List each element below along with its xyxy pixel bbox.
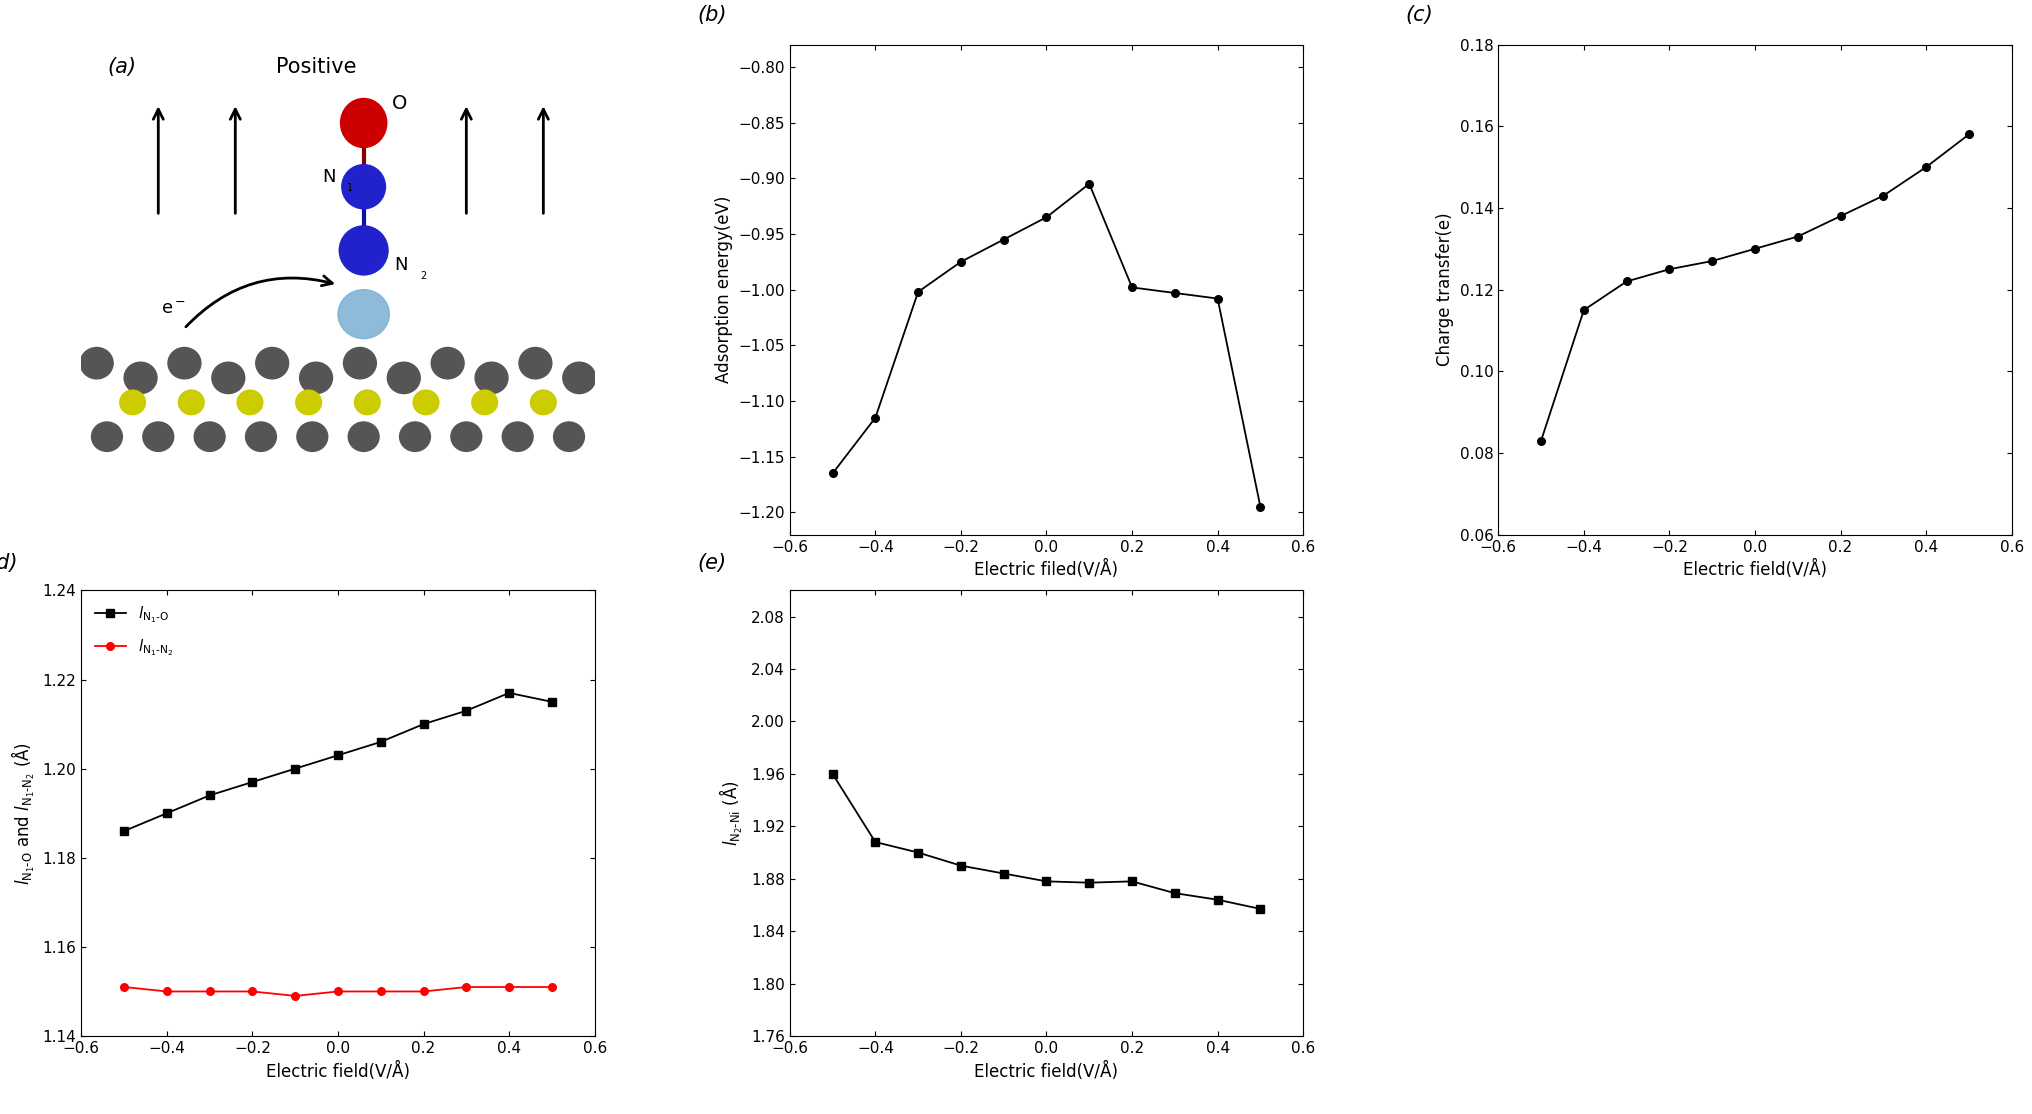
Circle shape	[412, 390, 439, 414]
$l_{\mathrm{N_1\text{-}O}}$	[410, 717, 435, 731]
Text: Positive: Positive	[276, 57, 358, 77]
$l_{\mathrm{N_1\text{-}N_2}}$	[453, 980, 478, 994]
Circle shape	[347, 422, 380, 451]
$l_{\mathrm{N_1\text{-}O}}$	[282, 762, 307, 775]
Circle shape	[400, 422, 431, 451]
X-axis label: Electric field(V/Å): Electric field(V/Å)	[266, 1062, 410, 1081]
$l_{\mathrm{N_1\text{-}O}}$	[154, 807, 179, 820]
$l_{\mathrm{N_1\text{-}N_2}}$	[154, 985, 179, 998]
Line: $l_{\mathrm{N_1\text{-}N_2}}$: $l_{\mathrm{N_1\text{-}N_2}}$	[120, 984, 555, 999]
$l_{\mathrm{N_1\text{-}O}}$	[498, 686, 522, 700]
$l_{\mathrm{N_1\text{-}O}}$	[368, 735, 392, 749]
Circle shape	[518, 348, 553, 379]
Text: (b): (b)	[697, 4, 727, 25]
Circle shape	[297, 422, 327, 451]
Ellipse shape	[339, 226, 388, 275]
$l_{\mathrm{N_1\text{-}O}}$	[197, 789, 221, 802]
Circle shape	[299, 362, 333, 393]
Text: $_2$: $_2$	[421, 268, 427, 282]
$l_{\mathrm{N_1\text{-}N_2}}$	[410, 985, 435, 998]
$l_{\mathrm{N_1\text{-}N_2}}$	[541, 980, 565, 994]
Circle shape	[238, 390, 262, 414]
Circle shape	[256, 348, 289, 379]
Circle shape	[120, 390, 146, 414]
Y-axis label: $l_{\mathrm{N_1\text{-}O}}$ and $l_{\mathrm{N_1\text{-}N_2}}$ (Å): $l_{\mathrm{N_1\text{-}O}}$ and $l_{\mat…	[10, 742, 37, 885]
Circle shape	[431, 348, 463, 379]
Circle shape	[297, 390, 321, 414]
Text: (c): (c)	[1406, 4, 1435, 25]
Circle shape	[475, 362, 508, 393]
$l_{\mathrm{N_1\text{-}O}}$	[240, 775, 264, 789]
X-axis label: Electric field(V/Å): Electric field(V/Å)	[975, 1062, 1118, 1081]
$l_{\mathrm{N_1\text{-}O}}$	[541, 695, 565, 709]
Circle shape	[179, 390, 203, 414]
Circle shape	[502, 422, 532, 451]
Circle shape	[530, 390, 557, 414]
Text: N: N	[321, 168, 335, 186]
Circle shape	[79, 348, 114, 379]
Circle shape	[91, 422, 122, 451]
Legend: $l_{\mathrm{N_1\text{-}O}}$, $l_{\mathrm{N_1\text{-}N_2}}$: $l_{\mathrm{N_1\text{-}O}}$, $l_{\mathrm…	[89, 598, 179, 664]
Text: (a): (a)	[108, 57, 136, 77]
Circle shape	[354, 390, 380, 414]
Circle shape	[388, 362, 421, 393]
Y-axis label: Adsorption energy(eV): Adsorption energy(eV)	[715, 196, 734, 383]
Circle shape	[124, 362, 156, 393]
$l_{\mathrm{N_1\text{-}O}}$	[112, 824, 136, 838]
Circle shape	[246, 422, 276, 451]
Line: $l_{\mathrm{N_1\text{-}O}}$: $l_{\mathrm{N_1\text{-}O}}$	[120, 690, 555, 834]
$l_{\mathrm{N_1\text{-}N_2}}$	[197, 985, 221, 998]
Circle shape	[451, 422, 482, 451]
Circle shape	[169, 348, 201, 379]
$l_{\mathrm{N_1\text{-}O}}$	[325, 749, 350, 762]
Text: (e): (e)	[697, 553, 727, 573]
$l_{\mathrm{N_1\text{-}N_2}}$	[240, 985, 264, 998]
$l_{\mathrm{N_1\text{-}N_2}}$	[498, 980, 522, 994]
X-axis label: Electric field(V/Å): Electric field(V/Å)	[1682, 560, 1827, 579]
Circle shape	[337, 290, 390, 339]
Ellipse shape	[341, 98, 386, 147]
Circle shape	[471, 390, 498, 414]
Ellipse shape	[341, 165, 386, 208]
X-axis label: Electric filed(V/Å): Electric filed(V/Å)	[975, 560, 1118, 579]
Text: e$^-$: e$^-$	[161, 301, 187, 319]
Y-axis label: Charge transfer(e): Charge transfer(e)	[1437, 213, 1455, 367]
Text: N: N	[394, 256, 408, 274]
$l_{\mathrm{N_1\text{-}N_2}}$	[325, 985, 350, 998]
Circle shape	[553, 422, 585, 451]
$l_{\mathrm{N_1\text{-}N_2}}$	[368, 985, 392, 998]
$l_{\mathrm{N_1\text{-}O}}$	[453, 704, 478, 717]
Circle shape	[211, 362, 244, 393]
Circle shape	[142, 422, 173, 451]
$l_{\mathrm{N_1\text{-}N_2}}$	[112, 980, 136, 994]
Text: (d): (d)	[0, 553, 18, 573]
Circle shape	[343, 348, 376, 379]
Y-axis label: $l_{\mathrm{N_2\text{-}Ni}}$ (Å): $l_{\mathrm{N_2\text{-}Ni}}$ (Å)	[717, 780, 746, 847]
Circle shape	[195, 422, 226, 451]
Circle shape	[563, 362, 595, 393]
Text: $_1$: $_1$	[345, 179, 354, 194]
$l_{\mathrm{N_1\text{-}N_2}}$	[282, 989, 307, 1003]
Text: O: O	[392, 94, 406, 113]
